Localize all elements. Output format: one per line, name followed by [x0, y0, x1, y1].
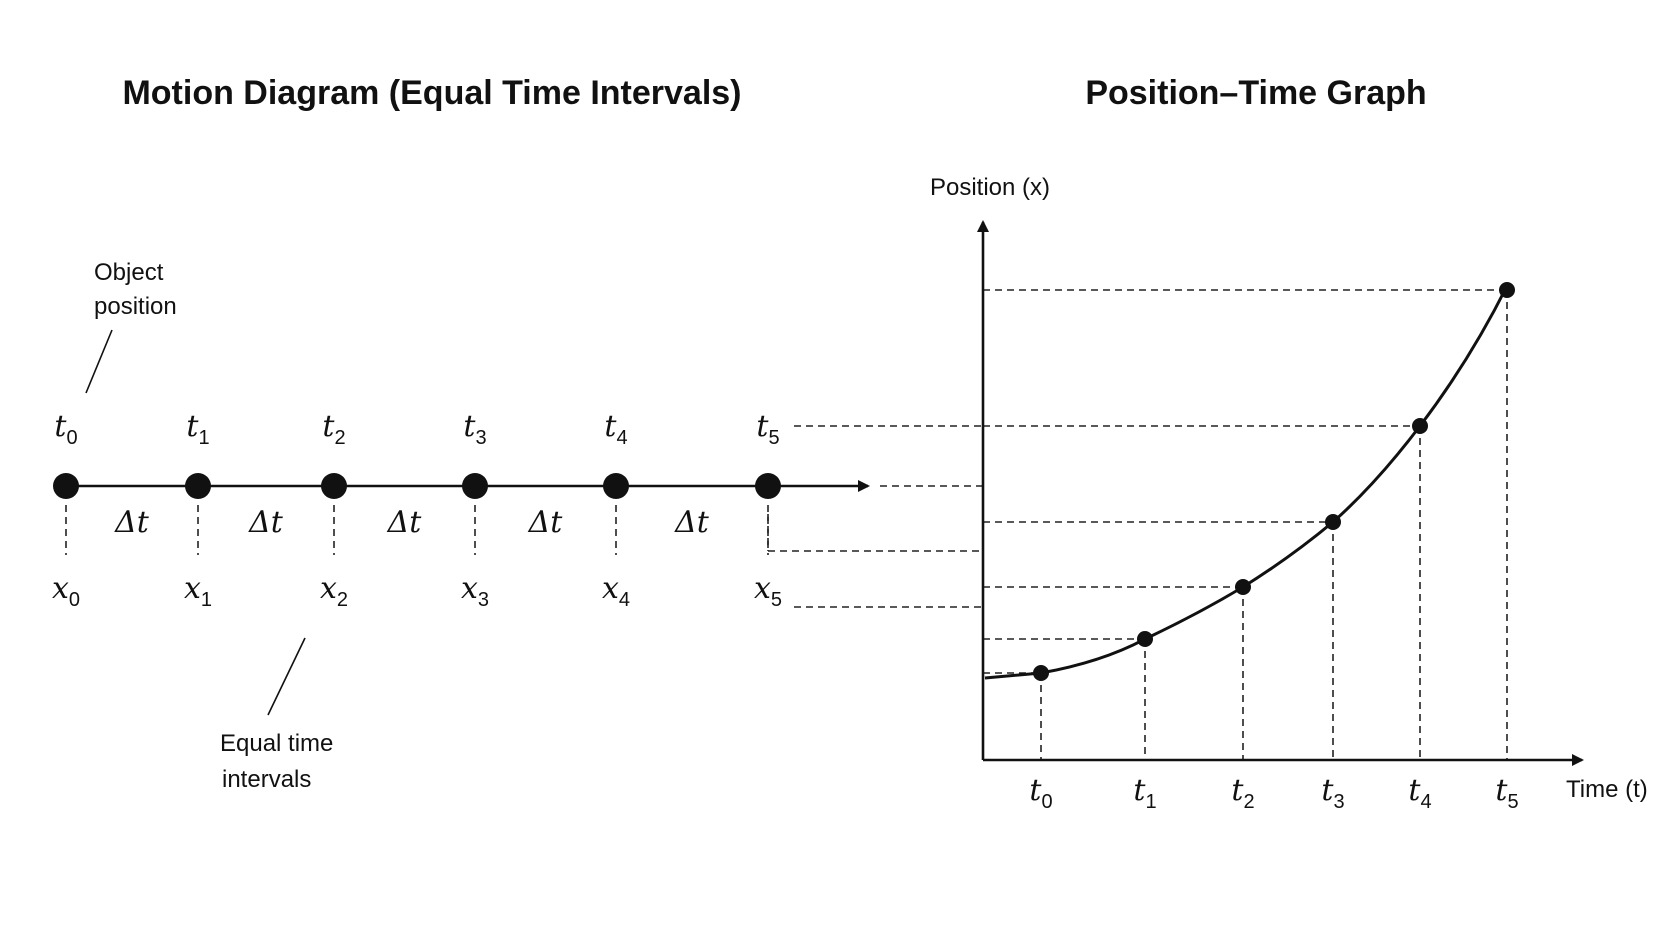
object-position-annotation: Object position — [94, 259, 177, 320]
time-label-t2-subscript: 2 — [334, 427, 345, 449]
object-position-line-1: Object — [94, 259, 164, 286]
motion-diagram-title: Motion Diagram (Equal Time Intervals) — [122, 74, 741, 112]
position-label-x4-symbol: x — [602, 571, 619, 606]
position-label-x5: x5 — [754, 571, 782, 611]
position-label-x2-symbol: x — [320, 571, 337, 606]
x-axis-label: Time (t) — [1566, 776, 1648, 803]
motion-interval-labels: Δt Δt Δt Δt Δt — [114, 505, 710, 540]
time-label-t5-symbol: t — [756, 409, 769, 444]
motion-dots — [53, 473, 781, 555]
position-label-x0-subscript: 0 — [69, 589, 80, 611]
time-label-t0-symbol: t — [54, 409, 67, 444]
graph-tick-t2-symbol: t — [1231, 773, 1244, 808]
time-label-t1-symbol: t — [186, 409, 199, 444]
time-label-t4: t4 — [604, 409, 627, 449]
time-label-t0-subscript: 0 — [66, 427, 77, 449]
position-label-x1: x1 — [184, 571, 212, 611]
time-label-t1: t1 — [186, 409, 209, 449]
equal-intervals-annotation: Equal time intervals — [220, 730, 340, 793]
position-label-x0-symbol: x — [52, 571, 69, 606]
time-label-t4-symbol: t — [604, 409, 617, 444]
graph-point-5 — [1499, 282, 1515, 298]
interval-label-2: Δt — [248, 505, 284, 540]
graph-point-3 — [1325, 514, 1341, 530]
graph-tick-t4-subscript: 4 — [1420, 791, 1431, 813]
position-label-x5-symbol: x — [754, 571, 771, 606]
graph-tick-t1-symbol: t — [1133, 773, 1146, 808]
position-label-x1-symbol: x — [184, 571, 201, 606]
object-dot-1 — [185, 473, 211, 499]
time-label-t5-subscript: 5 — [768, 427, 779, 449]
connector-lines — [767, 425, 983, 608]
equal-intervals-line-1: Equal time — [220, 730, 333, 757]
object-position-line-2: position — [94, 293, 177, 320]
position-curve — [984, 285, 1509, 680]
graph-tick-t2-subscript: 2 — [1243, 791, 1254, 813]
interval-label-1: Δt — [114, 505, 150, 540]
position-label-x2-subscript: 2 — [337, 589, 348, 611]
y-axis-label: Position (x) — [930, 174, 1050, 201]
time-label-t3-subscript: 3 — [475, 427, 486, 449]
graph-tick-t5-symbol: t — [1495, 773, 1508, 808]
graph-tick-t0: t0 — [1029, 773, 1052, 813]
graph-tick-t2: t2 — [1231, 773, 1254, 813]
graph-tick-t1: t1 — [1133, 773, 1156, 813]
graph-point-1 — [1137, 631, 1153, 647]
object-dot-0 — [53, 473, 79, 499]
object-dot-5 — [755, 473, 781, 499]
object-dot-4 — [603, 473, 629, 499]
graph-tick-t3-symbol: t — [1321, 773, 1334, 808]
graph-point-0 — [1033, 665, 1049, 681]
position-label-x3-symbol: x — [461, 571, 478, 606]
time-label-t0: t0 — [54, 409, 77, 449]
position-label-x0: x0 — [52, 571, 80, 611]
object-position-pointer — [85, 329, 113, 394]
object-dot-3 — [462, 473, 488, 499]
equal-intervals-pointer — [267, 637, 306, 716]
time-label-t4-subscript: 4 — [616, 427, 627, 449]
time-label-t2: t2 — [322, 409, 345, 449]
graph-tick-t1-subscript: 1 — [1145, 791, 1156, 813]
equal-intervals-line-2: intervals — [222, 766, 311, 793]
interval-label-3: Δt — [387, 505, 423, 540]
graph-tick-t3: t3 — [1321, 773, 1344, 813]
position-label-x3-subscript: 3 — [478, 589, 489, 611]
graph-tick-t0-symbol: t — [1029, 773, 1042, 808]
time-label-t3: t3 — [463, 409, 486, 449]
graph-tick-t4-symbol: t — [1408, 773, 1421, 808]
motion-time-labels: t0 t1 t2 t3 t4 t5 — [54, 409, 779, 449]
graph-tick-t4: t4 — [1408, 773, 1431, 813]
interval-label-5: Δt — [674, 505, 710, 540]
graph-point-4 — [1412, 418, 1428, 434]
motion-position-labels: x0 x1 x2 x3 x4 x5 — [52, 571, 782, 611]
time-label-t5: t5 — [756, 409, 779, 449]
graph-tick-labels: t0 t1 t2 t3 t4 t5 — [1029, 773, 1518, 813]
interval-label-4: Δt — [528, 505, 564, 540]
position-label-x4-subscript: 4 — [619, 589, 630, 611]
position-time-graph-title: Position–Time Graph — [1085, 74, 1426, 112]
position-label-x1-subscript: 1 — [201, 589, 212, 611]
position-label-x3: x3 — [461, 571, 489, 611]
time-label-t2-symbol: t — [322, 409, 335, 444]
graph-points — [1033, 282, 1515, 681]
object-dot-2 — [321, 473, 347, 499]
graph-tick-t3-subscript: 3 — [1333, 791, 1344, 813]
position-label-x2: x2 — [320, 571, 348, 611]
graph-point-2 — [1235, 579, 1251, 595]
position-label-x4: x4 — [602, 571, 630, 611]
graph-tick-t5-subscript: 5 — [1507, 791, 1518, 813]
time-label-t3-symbol: t — [463, 409, 476, 444]
graph-tick-t0-subscript: 0 — [1041, 791, 1052, 813]
graph-guides — [983, 289, 1508, 760]
position-label-x5-subscript: 5 — [771, 589, 782, 611]
graph-tick-t5: t5 — [1495, 773, 1518, 813]
time-label-t1-subscript: 1 — [198, 427, 209, 449]
